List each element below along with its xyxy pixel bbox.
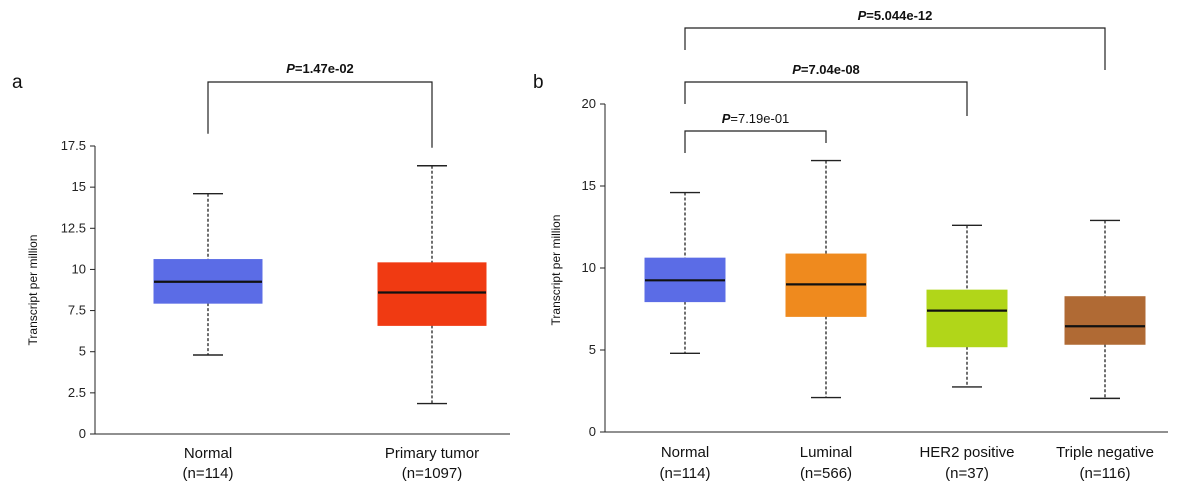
- y-tick-label: 2.5: [68, 385, 86, 400]
- bracket-line: [684, 130, 827, 153]
- category-label: Primary tumor: [385, 445, 479, 462]
- y-tick-label: 0: [589, 424, 596, 439]
- y-tick-label: 12.5: [61, 220, 86, 235]
- panel-b-y-axis-title: Transcript per million: [549, 215, 563, 326]
- panel-a-significance-brackets: P=1.47e-02: [207, 61, 433, 148]
- panel-b-boxes: [644, 159, 1146, 400]
- box-normal: [153, 193, 263, 356]
- category-count-label: (n=114): [659, 465, 710, 482]
- p-value-label: P=5.044e-12: [858, 8, 933, 23]
- panel-b-chart: b Transcript per million 0 5 10 15 20 Normal…: [533, 8, 1168, 482]
- p-value-text: =7.19e-01: [730, 111, 789, 126]
- category-label: Normal: [184, 445, 232, 462]
- y-tick-label: 17.5: [61, 138, 86, 153]
- panel-b-significance-brackets: P=7.19e-01P=7.04e-08P=5.044e-12: [684, 8, 1106, 153]
- category-count-label: (n=566): [800, 465, 852, 482]
- p-symbol: P: [286, 61, 295, 76]
- p-value-label: P=1.47e-02: [286, 61, 354, 76]
- box-her2-positive: [926, 224, 1008, 388]
- panel-a-y-axis-title: Transcript per million: [26, 235, 40, 346]
- bracket-line: [207, 81, 433, 148]
- panel-a-category-labels: Normal (n=114) Primary tumor (n=1097): [182, 445, 479, 482]
- p-value-text: =7.04e-08: [801, 62, 860, 77]
- y-tick-label: 7.5: [68, 303, 86, 318]
- category-label: HER2 positive: [919, 444, 1014, 461]
- p-value-text: =5.044e-12: [866, 8, 932, 23]
- y-tick-label: 0: [79, 426, 86, 441]
- category-count-label: (n=1097): [402, 465, 462, 482]
- y-tick-label: 15: [72, 179, 86, 194]
- y-tick-label: 10: [72, 261, 86, 276]
- iqr-box: [1064, 296, 1146, 345]
- y-tick-label: 5: [79, 344, 86, 359]
- panel-a-label: a: [12, 72, 23, 93]
- p-symbol: P: [722, 111, 731, 126]
- box-triple-negative: [1064, 219, 1146, 400]
- panel-b-label: b: [533, 72, 544, 93]
- y-tick-label: 5: [589, 342, 596, 357]
- category-label: Triple negative: [1056, 444, 1154, 461]
- y-tick-label: 20: [582, 96, 596, 111]
- panel-a-chart: a Transcript per million 0 2.5 5 7.5 10 12.5 1…: [12, 61, 510, 482]
- category-count-label: (n=114): [182, 465, 233, 482]
- box-primary-tumor: [377, 165, 487, 405]
- category-count-label: (n=116): [1079, 465, 1130, 482]
- bracket-line: [684, 27, 1106, 70]
- panel-b-category-labels: Normal (n=114) Luminal (n=566) HER2 positive…: [659, 444, 1153, 482]
- significance-bracket: P=7.19e-01: [684, 111, 827, 153]
- category-count-label: (n=37): [945, 465, 989, 482]
- p-value-label: P=7.04e-08: [792, 62, 860, 77]
- iqr-box: [926, 289, 1008, 348]
- y-tick-label: 15: [582, 178, 596, 193]
- significance-bracket: P=7.04e-08: [684, 62, 968, 116]
- category-label: Luminal: [800, 444, 853, 461]
- y-tick-label: 10: [582, 260, 596, 275]
- p-value-label: P=7.19e-01: [722, 111, 790, 126]
- iqr-box: [377, 262, 487, 326]
- p-symbol: P: [858, 8, 867, 23]
- box-normal: [644, 191, 726, 354]
- significance-bracket: P=1.47e-02: [207, 61, 433, 148]
- category-label: Normal: [661, 444, 709, 461]
- p-symbol: P: [792, 62, 801, 77]
- significance-bracket: P=5.044e-12: [684, 8, 1106, 70]
- panel-b-y-axis: 0 5 10 15 20: [582, 96, 606, 439]
- panel-a-y-axis: 0 2.5 5 7.5 10 12.5 15 17.5: [61, 138, 96, 441]
- box-luminal: [785, 159, 867, 399]
- bracket-line: [684, 81, 968, 116]
- p-value-text: =1.47e-02: [295, 61, 354, 76]
- panel-a-boxes: [153, 165, 487, 405]
